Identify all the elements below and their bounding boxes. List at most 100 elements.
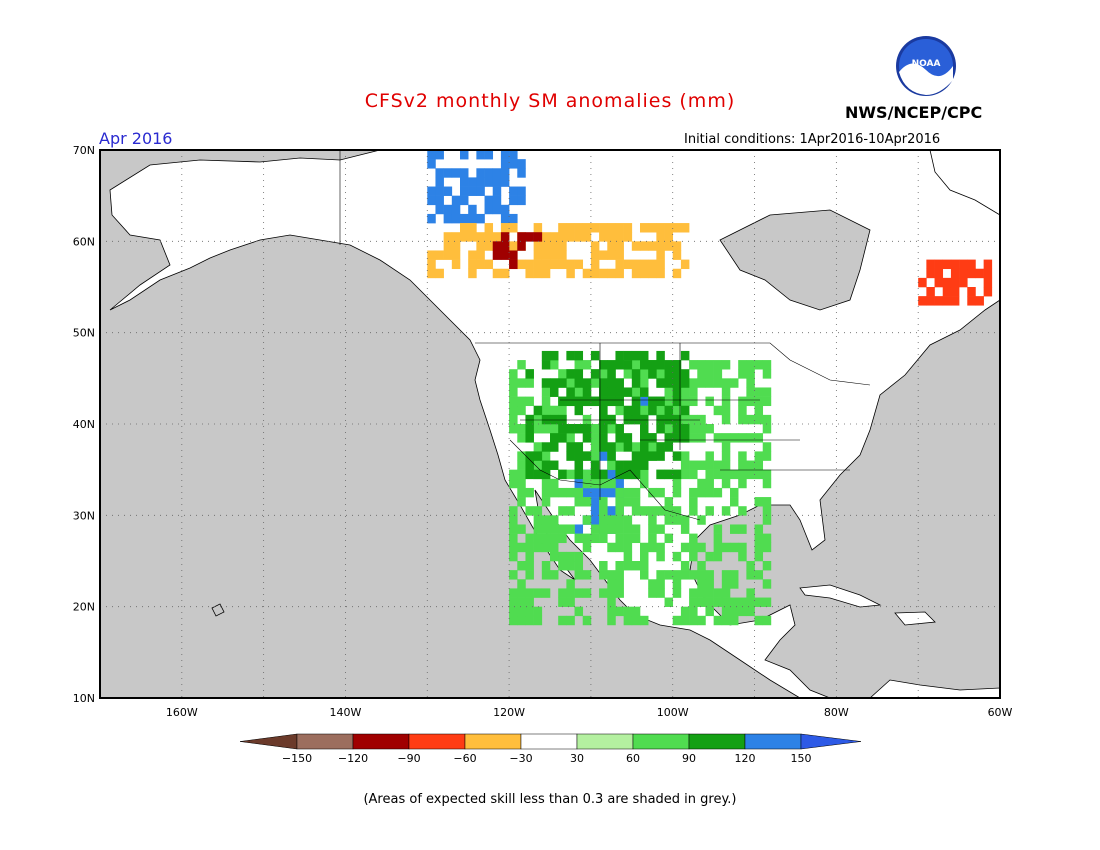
anomaly-cell <box>509 542 518 553</box>
anomaly-cell <box>623 405 633 416</box>
anomaly-cell <box>680 433 690 443</box>
anomaly-cell <box>541 442 551 452</box>
anomaly-cell <box>705 369 714 379</box>
anomaly-cell <box>631 378 641 388</box>
legend-swatch <box>408 733 466 750</box>
anomaly-cell <box>574 424 584 434</box>
anomaly-cell <box>525 433 534 443</box>
anomaly-cell <box>738 506 747 516</box>
anomaly-cell <box>656 405 665 416</box>
anomaly-cell <box>656 241 665 251</box>
anomaly-cell <box>492 204 502 215</box>
anomaly-cell <box>500 204 510 215</box>
anomaly-cell <box>648 241 657 251</box>
anomaly-cell <box>705 360 714 370</box>
anomaly-cell <box>623 442 633 452</box>
anomaly-cell <box>550 433 559 443</box>
anomaly-cell <box>509 515 518 525</box>
anomaly-cell <box>509 159 518 169</box>
anomaly-cell <box>607 460 616 470</box>
anomaly-cell <box>599 469 608 480</box>
anomaly-cell <box>631 442 641 452</box>
anomaly-cell <box>705 424 714 434</box>
anomaly-cell <box>672 506 682 516</box>
anomaly-cell <box>590 533 600 544</box>
anomaly-cell <box>427 259 436 270</box>
anomaly-cell <box>484 241 494 251</box>
anomaly-cell <box>689 487 698 498</box>
anomaly-cell <box>942 296 952 306</box>
anomaly-cell <box>525 469 534 480</box>
anomaly-cell <box>492 232 502 242</box>
anomaly-cell <box>680 424 690 434</box>
anomaly-cell <box>525 542 534 553</box>
anomaly-cell <box>664 469 674 480</box>
anomaly-cell <box>468 232 477 242</box>
legend-label: −90 <box>397 752 420 765</box>
anomaly-cell <box>754 414 764 425</box>
legend-label: −30 <box>509 752 532 765</box>
anomaly-cell <box>541 588 551 598</box>
anomaly-cell <box>689 460 698 470</box>
anomaly-cell <box>762 579 772 589</box>
lon-label: 140W <box>330 706 362 719</box>
anomaly-cell <box>558 524 567 534</box>
anomaly-cell <box>705 451 714 461</box>
anomaly-cell <box>451 213 461 224</box>
anomaly-cell <box>590 451 600 461</box>
anomaly-cell <box>754 615 764 626</box>
anomaly-cell <box>615 360 624 370</box>
anomaly-cell <box>640 268 649 279</box>
anomaly-cell <box>738 414 747 425</box>
anomaly-cell <box>435 177 444 187</box>
anomaly-cell <box>754 542 764 553</box>
anomaly-cell <box>680 524 690 534</box>
political-borders <box>339 150 871 521</box>
anomaly-cell <box>640 506 649 516</box>
anomaly-cell <box>689 615 698 626</box>
anomaly-cell <box>713 460 723 470</box>
anomaly-cell <box>484 177 494 187</box>
anomaly-cell <box>672 396 682 407</box>
anomaly-cell <box>509 588 518 598</box>
anomaly-cell <box>427 250 436 260</box>
anomaly-cell <box>672 478 682 489</box>
legend-swatch <box>296 733 354 750</box>
anomaly-cell <box>615 487 624 498</box>
anomaly-cell <box>738 460 747 470</box>
anomaly-cell <box>451 204 461 215</box>
anomaly-cell <box>599 369 608 379</box>
anomaly-cell <box>607 579 616 589</box>
anomaly-cell <box>599 396 608 407</box>
anomaly-cell <box>590 524 600 534</box>
anomaly-cell <box>934 296 944 306</box>
anomaly-cell <box>607 606 616 617</box>
anomaly-cell <box>574 259 584 270</box>
anomaly-cell <box>509 478 518 489</box>
anomaly-cell <box>648 506 657 516</box>
anomaly-cell <box>541 259 551 270</box>
anomaly-cell <box>640 469 649 480</box>
anomaly-cell <box>697 561 706 571</box>
anomaly-cell <box>697 515 706 525</box>
anomaly-cell <box>574 350 584 361</box>
anomaly-cell <box>664 570 674 580</box>
anomaly-cell <box>574 606 584 617</box>
anomaly-cell <box>550 378 559 388</box>
anomaly-cell <box>517 424 526 434</box>
anomaly-cell <box>926 287 935 297</box>
anomaly-cell <box>607 223 616 233</box>
anomaly-cell <box>697 360 706 370</box>
anomaly-cell <box>590 259 600 270</box>
anomaly-cell <box>746 460 755 470</box>
anomaly-cell <box>574 533 584 544</box>
anomaly-cell <box>582 533 592 544</box>
anomaly-cell <box>566 378 575 388</box>
anomaly-cell <box>967 268 976 279</box>
anomaly-cell <box>648 396 657 407</box>
anomaly-cell <box>541 497 551 507</box>
anomaly-cell <box>754 405 764 416</box>
lat-label: 20N <box>73 601 95 614</box>
anomaly-cell <box>697 597 706 607</box>
anomaly-cell <box>721 579 731 589</box>
